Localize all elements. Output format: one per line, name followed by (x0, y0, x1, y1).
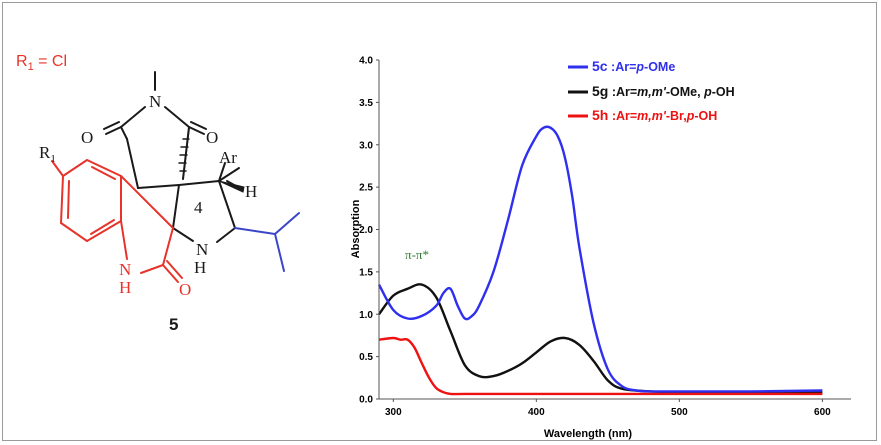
series-line-5h (378, 336, 823, 396)
atom-h-chiral: H (245, 182, 257, 201)
atom-h-pyrrolidine: H (194, 258, 206, 277)
x-axis-label: Wavelength (nm) (544, 428, 633, 440)
y-tick-label: 1.0 (359, 310, 373, 321)
wedge-bond (218, 180, 245, 193)
legend-entry-5h: 5h :Ar=m,m'-Br,p-OH (592, 107, 717, 123)
y-tick-label: 3.5 (359, 98, 373, 109)
succinimide-ring (103, 71, 207, 189)
atom-o-right: O (206, 128, 218, 147)
y-tick-label: 2.0 (359, 225, 373, 236)
atom-n-pyrrolidine: N (196, 240, 208, 259)
pyrrolidine-ring (172, 162, 244, 243)
x-tick-label: 500 (671, 407, 688, 418)
atom-ar: Ar (219, 148, 237, 167)
atom-o-left: O (81, 128, 93, 147)
pi-pi-annotation: π-π* (405, 247, 429, 262)
series-lines (377, 125, 823, 396)
y-tick-label: 0.5 (359, 352, 373, 363)
y-tick-label: 4.0 (359, 56, 373, 67)
y-axis-ticks: 0.0 0.5 1.0 1.5 2.0 2.5 3.0 3.5 4.0 (359, 56, 379, 406)
chart-legend: 5c :Ar=p-OMe 5g :Ar=m,m'-OMe, p-OH 5h :Ar=… (568, 58, 735, 123)
label-c4: 4 (194, 198, 203, 217)
y-tick-label: 2.5 (359, 183, 373, 194)
uv-vis-chart: 0.0 0.5 1.0 1.5 2.0 2.5 3.0 3.5 4.0 300 400 500 600… (350, 56, 851, 440)
svg-text:R1 = Cl: R1 = Cl (16, 53, 67, 73)
series-line-5c (377, 125, 823, 393)
y-tick-label: 1.5 (359, 267, 373, 278)
series-line-5g (378, 283, 823, 394)
compound-number: 5 (169, 315, 178, 334)
y-axis-label: Absorption (350, 199, 362, 258)
atom-o-oxindole: O (179, 280, 191, 299)
atom-r1: R1 (39, 143, 56, 165)
hashed-wedge-bond (178, 128, 190, 180)
x-tick-label: 600 (814, 407, 831, 418)
substituent-label: R1 = Cl (16, 53, 67, 73)
molecule-atom-labels: O N O Ar H 4 N H R1 N H O 5 (39, 92, 257, 334)
figure-canvas: R1 = Cl (16, 53, 851, 440)
y-tick-label: 3.0 (359, 140, 373, 151)
legend-entry-5g: 5g :Ar=m,m'-OMe, p-OH (592, 83, 735, 99)
legend-entry-5c: 5c :Ar=p-OMe (592, 58, 675, 74)
oxindole-core (51, 159, 183, 283)
atom-n-oxindole: N (119, 260, 131, 279)
isopropyl-group (234, 212, 300, 272)
x-tick-label: 300 (385, 407, 402, 418)
atom-n-imide: N (149, 92, 161, 111)
y-tick-label: 0.0 (359, 395, 373, 406)
figure-frame: R1 = Cl (2, 2, 877, 441)
x-tick-label: 400 (528, 407, 545, 418)
molecule-structure (51, 71, 300, 283)
x-axis-ticks: 300 400 500 600 (385, 399, 831, 418)
atom-h-oxindole: H (119, 278, 131, 297)
